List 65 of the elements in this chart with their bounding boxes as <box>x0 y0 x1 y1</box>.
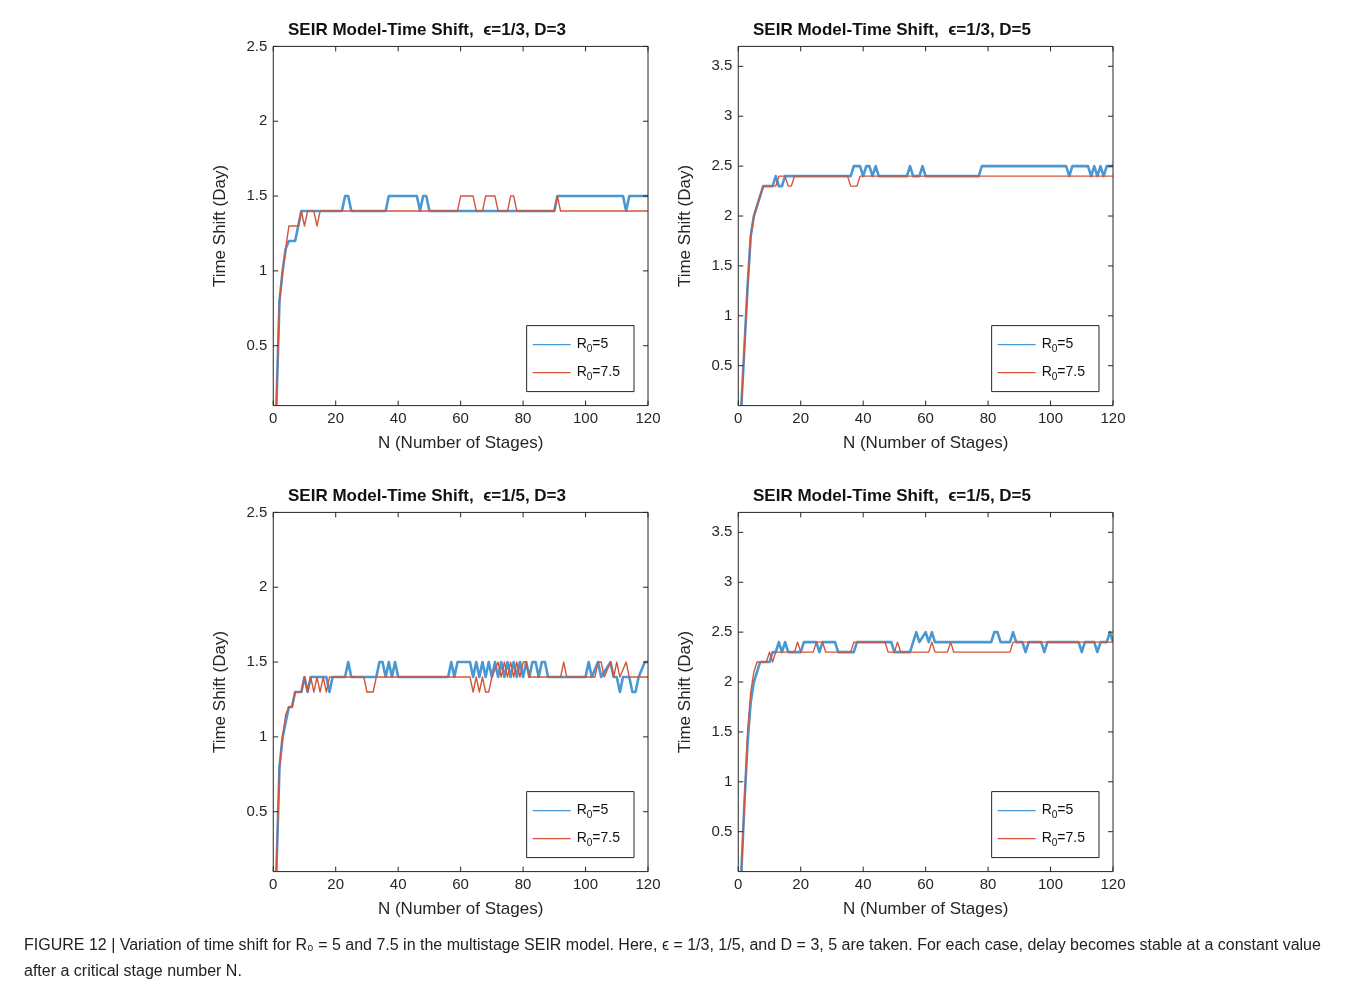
x-tick-label: 20 <box>792 874 810 892</box>
x-tick-label: 20 <box>327 874 345 892</box>
y-tick-label: 0.5 <box>246 801 268 819</box>
x-tick-label: 100 <box>1038 874 1064 892</box>
y-axis-title: Time Shift (Day) <box>674 630 694 754</box>
y-tick-label: 3.5 <box>711 522 733 540</box>
y-tick-label: 1 <box>723 305 733 323</box>
y-tick-label: 1 <box>258 261 268 279</box>
x-tick-label: 40 <box>854 408 872 426</box>
y-tick-label: 1.5 <box>246 652 268 670</box>
y-tick-label: 2.5 <box>246 502 268 520</box>
y-tick-label: 2.5 <box>246 36 268 54</box>
x-tick-label: 0 <box>734 874 743 892</box>
x-tick-label: 60 <box>452 874 469 892</box>
y-tick-label: 0.5 <box>246 335 268 353</box>
x-axis-title: N (Number of Stages) <box>842 899 1009 919</box>
y-tick-label: 1.5 <box>711 256 733 274</box>
caption: FIGURE 12 | Variation of time shift for R₀ = 5 and 7.5 in the multistage SEIR model. Here, ϵ = 1/3, 1/5, and D = 3, 5 are taken. For each case, delay becomes stable at a constant value after a critical stage number N. <box>24 935 1322 981</box>
x-tick-label: 0 <box>269 408 278 426</box>
x-tick-label: 20 <box>792 408 810 426</box>
x-tick-label: 0 <box>269 874 278 892</box>
y-tick-label: 3.5 <box>711 56 733 74</box>
x-tick-label: 40 <box>854 874 872 892</box>
y-tick-label: 1.5 <box>711 722 733 740</box>
x-tick-label: 120 <box>1100 408 1126 426</box>
y-axis-title: Time Shift (Day) <box>209 630 229 754</box>
y-tick-label: 1.5 <box>246 186 268 204</box>
x-axis-title: N (Number of Stages) <box>377 899 544 919</box>
x-axis-title: N (Number of Stages) <box>842 433 1009 453</box>
x-tick-label: 40 <box>389 408 407 426</box>
y-tick-label: 1 <box>258 727 268 745</box>
x-tick-label: 80 <box>979 874 997 892</box>
x-tick-label: 120 <box>635 874 661 892</box>
y-tick-label: 0.5 <box>711 355 733 373</box>
x-tick-label: 100 <box>573 408 599 426</box>
x-tick-label: 0 <box>734 408 743 426</box>
y-tick-label: 2.5 <box>711 156 733 174</box>
x-tick-label: 100 <box>1038 408 1064 426</box>
x-tick-label: 60 <box>452 408 469 426</box>
y-tick-label: 3 <box>723 572 733 590</box>
chart-title: SEIR Model-Time Shift, ϵ=1/3, D=3 <box>287 19 567 39</box>
x-tick-label: 80 <box>514 408 532 426</box>
x-tick-label: 60 <box>917 874 934 892</box>
y-axis-title: Time Shift (Day) <box>209 164 229 288</box>
x-tick-label: 80 <box>979 408 997 426</box>
x-tick-label: 60 <box>917 408 934 426</box>
x-tick-label: 40 <box>389 874 407 892</box>
y-tick-label: 1 <box>723 771 733 789</box>
y-tick-label: 3 <box>723 106 733 124</box>
x-tick-label: 20 <box>327 408 345 426</box>
y-axis-title: Time Shift (Day) <box>674 164 694 288</box>
x-tick-label: 100 <box>573 874 599 892</box>
y-tick-label: 0.5 <box>711 821 733 839</box>
y-tick-label: 2 <box>258 577 268 595</box>
x-axis-title: N (Number of Stages) <box>377 433 544 453</box>
x-tick-label: 120 <box>635 408 661 426</box>
y-tick-label: 2 <box>723 206 733 224</box>
x-tick-label: 120 <box>1100 874 1126 892</box>
chart-title: SEIR Model-Time Shift, ϵ=1/5, D=5 <box>752 485 1032 505</box>
y-tick-label: 2 <box>723 672 733 690</box>
x-tick-label: 80 <box>514 874 532 892</box>
y-tick-label: 2.5 <box>711 622 733 640</box>
chart-title: SEIR Model-Time Shift, ϵ=1/5, D=3 <box>287 485 567 505</box>
y-tick-label: 2 <box>258 111 268 129</box>
chart-title: SEIR Model-Time Shift, ϵ=1/3, D=5 <box>752 19 1032 39</box>
